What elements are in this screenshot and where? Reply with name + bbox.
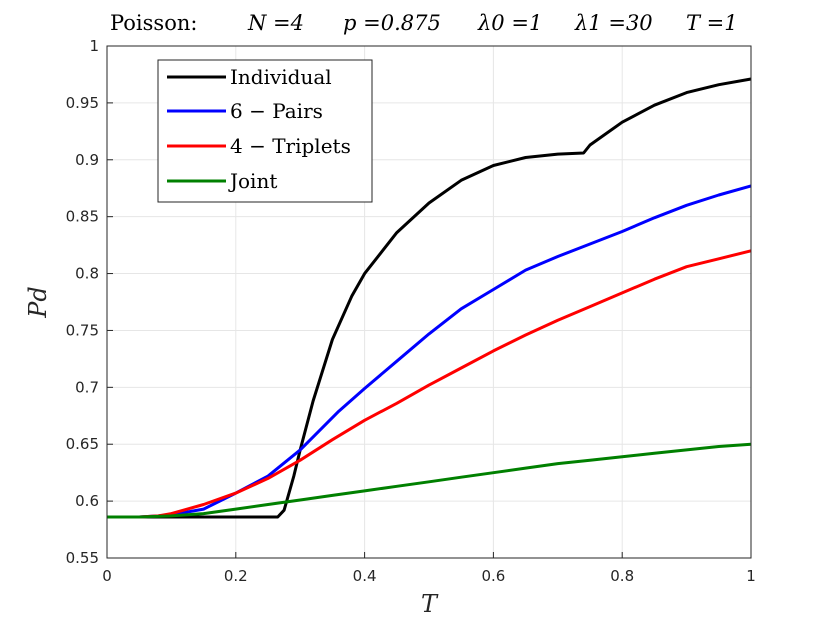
plot-area-frame bbox=[106, 45, 752, 559]
legend-label-joint: Joint bbox=[228, 169, 277, 193]
y-tick-label: 0.85 bbox=[66, 208, 99, 226]
x-tick-label: 1 bbox=[746, 567, 756, 585]
legend: Individual 6 − Pairs 4 − Triplets Joint bbox=[157, 59, 373, 203]
axis-ticks: 0 0.2 0.4 0.6 0.8 1 0.55 0.6 0.65 0.7 0.75 0.8 0.85 0… bbox=[66, 37, 756, 585]
y-tick-label: 0.95 bbox=[66, 94, 99, 112]
x-tick-label: 0.8 bbox=[610, 567, 634, 585]
x-tick-label: 0.2 bbox=[224, 567, 248, 585]
series-line-individual bbox=[107, 77, 752, 519]
legend-box bbox=[157, 59, 373, 203]
y-tick-label: 0.55 bbox=[66, 549, 99, 567]
series-line-triplets bbox=[107, 249, 752, 519]
legend-label-individual: Individual bbox=[230, 65, 332, 89]
title-n: N =4 bbox=[247, 11, 304, 35]
title-lambda0: λ0 =1 bbox=[477, 11, 542, 35]
title-p: p =0.875 bbox=[343, 11, 441, 35]
series-lines bbox=[107, 77, 752, 519]
x-tick-label: 0.4 bbox=[353, 567, 377, 585]
y-tick-label: 0.8 bbox=[75, 265, 99, 283]
series-line-pairs bbox=[107, 184, 752, 519]
y-tick-label: 0.75 bbox=[66, 321, 99, 339]
title-prefix: Poisson: bbox=[110, 11, 197, 35]
x-axis-label: T bbox=[421, 590, 439, 618]
y-tick-label: 0.7 bbox=[75, 378, 99, 396]
title-t: T =1 bbox=[686, 11, 738, 35]
y-tick-label: 0.6 bbox=[75, 492, 99, 510]
y-tick-label: 0.9 bbox=[75, 151, 99, 169]
y-tick-label: 0.65 bbox=[66, 435, 99, 453]
x-tick-label: 0 bbox=[102, 567, 112, 585]
y-tick-label: 1 bbox=[89, 37, 99, 55]
x-tick-label: 0.6 bbox=[481, 567, 505, 585]
legend-label-pairs: 6 − Pairs bbox=[230, 99, 323, 123]
legend-label-triplets: 4 − Triplets bbox=[230, 134, 351, 158]
title-lambda1: λ1 =30 bbox=[574, 11, 653, 35]
y-axis-label: Pd bbox=[24, 286, 52, 319]
series-line-joint bbox=[107, 442, 752, 519]
